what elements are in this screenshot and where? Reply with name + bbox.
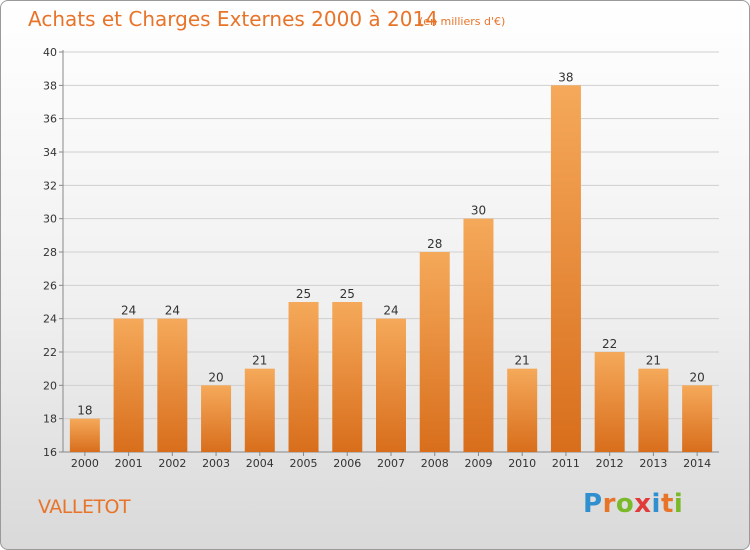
y-tick-label: 28 — [43, 246, 57, 259]
bar-value-label: 21 — [646, 354, 661, 368]
x-tick-label: 2011 — [552, 457, 580, 470]
bar — [113, 318, 144, 452]
bar-value-label: 22 — [602, 337, 617, 351]
bar-value-label: 28 — [427, 237, 442, 251]
y-tick-label: 22 — [43, 346, 57, 359]
x-tick-label: 2007 — [377, 457, 405, 470]
x-tick-label: 2008 — [421, 457, 449, 470]
bar — [594, 352, 625, 452]
logo-letter: i — [651, 489, 661, 519]
bar-value-label: 20 — [208, 370, 223, 384]
y-tick-label: 24 — [43, 313, 57, 326]
commune-name: VALLETOT — [38, 496, 131, 518]
x-tick-label: 2009 — [464, 457, 492, 470]
bar-value-label: 25 — [340, 287, 355, 301]
bar — [157, 318, 188, 452]
bar-value-label: 25 — [296, 287, 311, 301]
bar — [201, 385, 232, 452]
y-tick-label: 26 — [43, 279, 57, 292]
bar-value-label: 21 — [252, 354, 267, 368]
bar — [69, 418, 100, 452]
bar — [550, 85, 581, 452]
y-tick-label: 40 — [43, 46, 57, 59]
x-tick-label: 2010 — [508, 457, 536, 470]
x-tick-label: 2006 — [333, 457, 361, 470]
bar — [682, 385, 713, 452]
bar-value-label: 24 — [121, 304, 136, 318]
x-tick-label: 2013 — [639, 457, 667, 470]
x-tick-label: 2000 — [71, 457, 99, 470]
bar — [244, 368, 275, 452]
bar — [507, 368, 538, 452]
y-tick-label: 30 — [43, 213, 57, 226]
bar — [288, 302, 319, 452]
y-tick-label: 32 — [43, 179, 57, 192]
logo-letter: r — [602, 489, 616, 519]
logo-letter: x — [634, 489, 652, 519]
y-tick-label: 34 — [43, 146, 57, 159]
x-tick-label: 2001 — [115, 457, 143, 470]
bar-value-label: 24 — [383, 304, 398, 318]
x-tick-label: 2014 — [683, 457, 711, 470]
x-tick-label: 2002 — [158, 457, 186, 470]
bar-value-label: 21 — [515, 354, 530, 368]
y-tick-label: 18 — [43, 413, 57, 426]
proxiti-logo: Proxiti — [583, 489, 683, 519]
chart-title: Achats et Charges Externes 2000 à 2014 — [28, 7, 438, 31]
bar-value-label: 30 — [471, 204, 486, 218]
bar — [376, 318, 406, 452]
bar — [638, 368, 669, 452]
bar-value-label: 38 — [558, 70, 573, 84]
logo-letter: P — [583, 489, 603, 519]
y-tick-label: 16 — [43, 446, 57, 459]
y-tick-label: 38 — [43, 79, 57, 92]
bar-value-label: 24 — [165, 304, 180, 318]
bar — [419, 252, 450, 452]
logo-letter: o — [615, 489, 635, 519]
x-tick-label: 2004 — [246, 457, 274, 470]
x-tick-label: 2003 — [202, 457, 230, 470]
bar — [332, 302, 363, 452]
bar-value-label: 18 — [77, 404, 92, 418]
bar — [463, 218, 494, 452]
chart-subtitle: (en milliers d'€) — [419, 15, 506, 28]
x-tick-label: 2012 — [596, 457, 624, 470]
x-tick-label: 2005 — [290, 457, 318, 470]
y-tick-label: 36 — [43, 113, 57, 126]
y-tick-label: 20 — [43, 379, 57, 392]
logo-letter: t — [660, 489, 674, 519]
bar-value-label: 20 — [689, 370, 704, 384]
logo-letter: i — [673, 489, 684, 519]
